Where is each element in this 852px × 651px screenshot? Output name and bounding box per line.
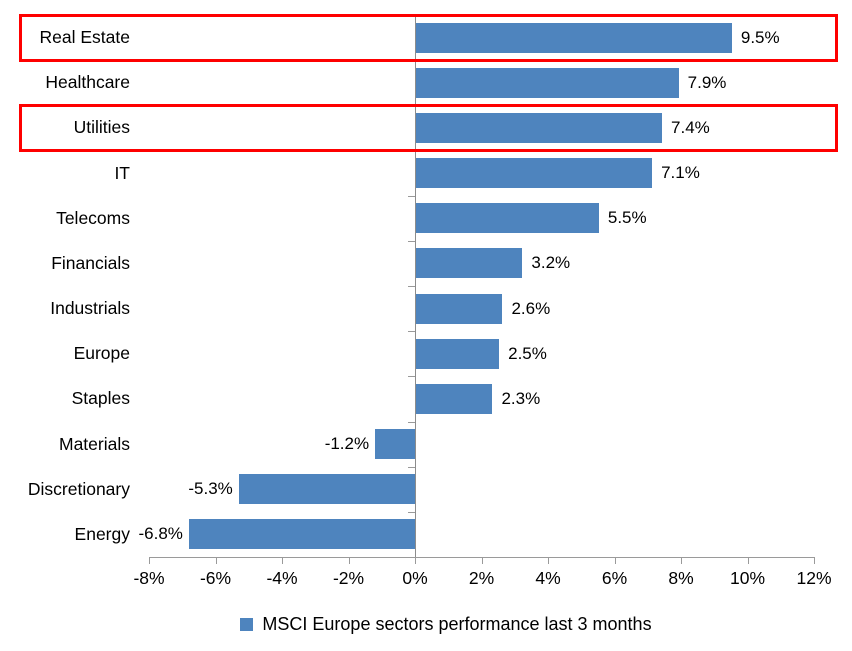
value-label: 7.9% — [687, 72, 727, 92]
category-label: Utilities — [73, 117, 130, 138]
x-axis-tick-label: -6% — [199, 568, 232, 588]
x-axis-tick-label: 0% — [402, 568, 428, 588]
category-label: Telecoms — [56, 207, 130, 228]
category-label: Real Estate — [39, 27, 130, 48]
x-axis-tick — [348, 557, 350, 564]
x-axis-tick — [415, 557, 416, 564]
value-label: -1.2% — [324, 434, 370, 454]
bar — [416, 67, 679, 98]
category-axis-tick — [408, 421, 415, 423]
value-label: 3.2% — [531, 253, 571, 273]
bar — [416, 248, 523, 279]
category-axis-tick — [408, 376, 415, 378]
legend-swatch-icon — [240, 617, 254, 631]
bar — [416, 112, 663, 143]
x-axis-tick — [681, 557, 682, 564]
category-axis-tick — [408, 195, 415, 197]
x-axis-tick-label: -2% — [332, 568, 365, 588]
highlight-box — [19, 13, 838, 62]
legend-label: MSCI Europe sectors performance last 3 m… — [262, 613, 652, 634]
category-axis-tick — [408, 466, 415, 468]
bar — [375, 429, 415, 460]
x-axis-tick-label: 4% — [535, 568, 561, 588]
value-label: -6.8% — [138, 524, 183, 544]
zero-baseline — [415, 15, 416, 557]
category-label: Staples — [71, 388, 130, 409]
x-axis-tick-label: 2% — [468, 568, 495, 588]
value-label: -5.3% — [188, 479, 233, 499]
x-axis-tick-label: 12% — [796, 568, 832, 588]
bar — [416, 22, 732, 53]
category-label: Industrials — [50, 298, 130, 319]
x-axis-tick-label: -4% — [266, 568, 298, 588]
x-axis-tick — [747, 557, 749, 564]
x-axis-tick — [481, 557, 483, 564]
value-label: 2.6% — [511, 298, 551, 318]
bar — [416, 383, 493, 414]
x-axis-tick — [548, 557, 549, 564]
x-axis-tick — [149, 557, 150, 564]
category-label: Financials — [51, 252, 130, 273]
value-label: 2.3% — [501, 388, 541, 408]
legend: MSCI Europe sectors performance last 3 m… — [0, 609, 852, 639]
value-label: 2.5% — [508, 343, 547, 363]
x-axis-tick — [614, 557, 616, 564]
bar — [416, 338, 500, 369]
category-label: IT — [114, 162, 130, 183]
x-axis-tick — [215, 557, 217, 564]
bar — [238, 474, 415, 505]
category-label: Materials — [59, 433, 130, 454]
category-label: Healthcare — [45, 72, 130, 93]
bar — [188, 519, 415, 550]
bar — [416, 293, 503, 324]
x-axis-tick-label: 10% — [729, 568, 766, 588]
category-axis-tick — [408, 331, 415, 333]
bar — [416, 203, 599, 234]
category-label: Europe — [73, 343, 130, 364]
value-label: 7.1% — [661, 163, 700, 183]
bar — [416, 158, 653, 189]
category-axis-tick — [408, 240, 415, 242]
category-axis-tick — [408, 511, 415, 513]
x-axis-tick — [814, 557, 815, 564]
category-label: Energy — [74, 523, 130, 544]
x-axis-tick — [282, 557, 283, 564]
x-axis-tick-label: 6% — [601, 568, 628, 588]
category-label: Discretionary — [27, 478, 130, 499]
x-axis-tick-label: -8% — [133, 568, 165, 588]
x-axis-tick-label: 8% — [668, 568, 694, 588]
value-label: 7.4% — [671, 117, 710, 137]
category-axis-tick — [408, 286, 415, 287]
value-label: 9.5% — [740, 27, 780, 47]
highlight-box — [19, 103, 838, 152]
value-label: 5.5% — [607, 208, 647, 228]
